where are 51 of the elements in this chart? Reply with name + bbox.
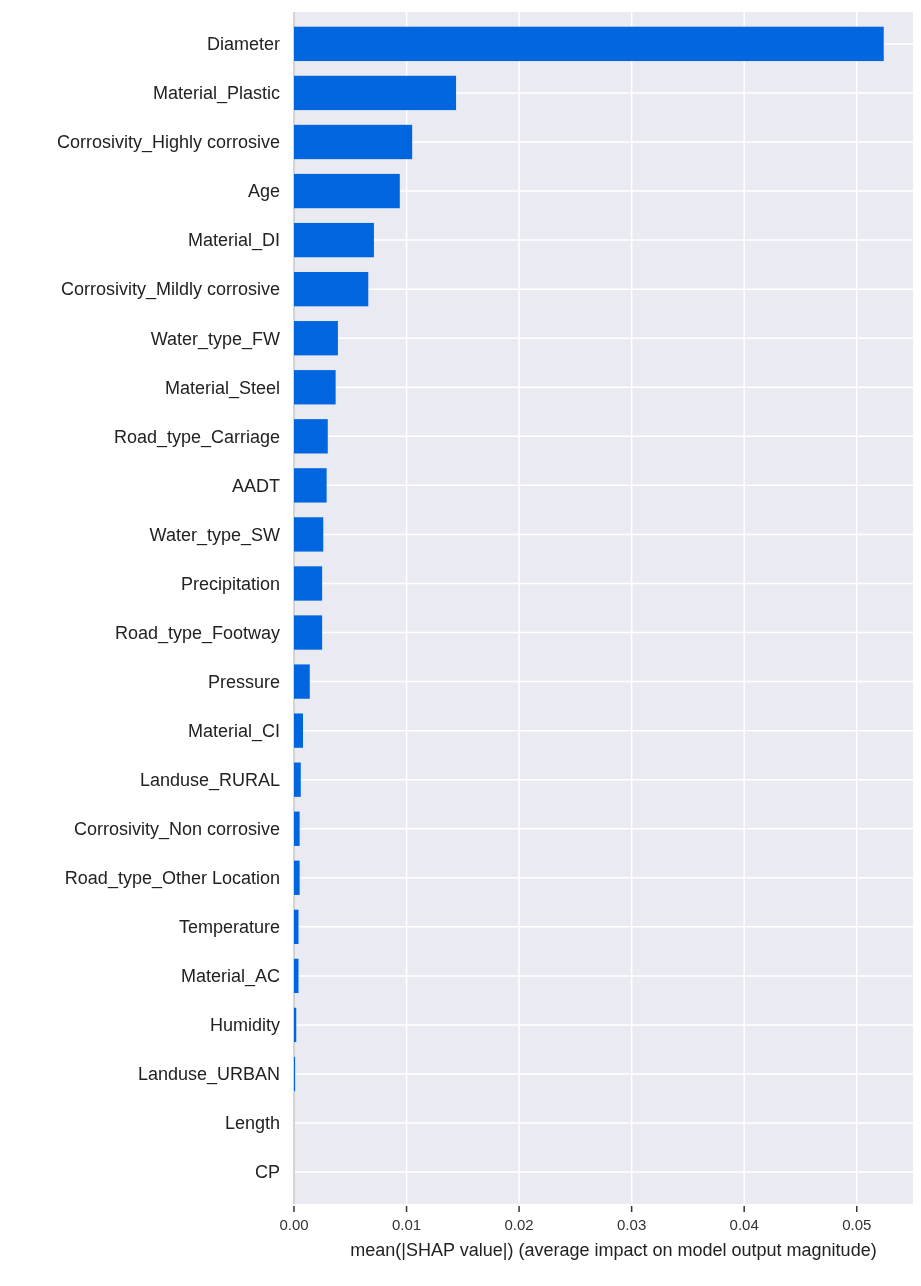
bar (294, 271, 369, 307)
bar (294, 173, 400, 209)
y-tick-label: Road_type_Footway (114, 622, 280, 644)
bar (294, 615, 323, 650)
bar (294, 468, 327, 503)
y-tick-label: Landuse_RURAL (139, 769, 280, 791)
bar (294, 566, 323, 601)
y-tick-label: Road_type_Carriage (113, 426, 280, 448)
bar (294, 517, 324, 552)
x-tick-label: 0.02 (504, 1216, 534, 1233)
y-tick-label: Material_Plastic (152, 83, 280, 105)
bar (294, 124, 413, 160)
y-tick-label: Precipitation (180, 573, 280, 594)
y-tick-label: Material_Steel (164, 377, 280, 399)
bar (294, 321, 338, 356)
y-tick-label: Corrosivity_Mildly corrosive (60, 279, 280, 301)
bar (294, 860, 300, 895)
y-tick-label: Length (224, 1113, 280, 1134)
bar (294, 26, 884, 62)
bar (294, 75, 457, 111)
y-tick-label: CP (254, 1162, 280, 1183)
y-tick-label: Diameter (206, 34, 280, 55)
y-tick-label: Humidity (209, 1015, 280, 1036)
y-tick-label: Pressure (207, 671, 280, 692)
y-tick-label: Temperature (178, 917, 280, 938)
x-tick-label: 0.05 (842, 1216, 872, 1233)
bar (294, 762, 301, 797)
y-tick-label: Corrosivity_Highly corrosive (56, 132, 280, 154)
y-tick-label: Road_type_Other Location (64, 868, 280, 890)
bar (294, 664, 310, 699)
bar (294, 419, 328, 454)
y-tick-label: Material_AC (180, 966, 280, 988)
y-tick-label: AADT (231, 475, 280, 496)
bar (294, 370, 336, 405)
bar (294, 713, 303, 748)
x-tick-label: 0.04 (729, 1216, 759, 1233)
y-tick-label: Material_CI (187, 720, 280, 742)
x-tick-label: 0.01 (391, 1216, 422, 1233)
bar (294, 222, 374, 258)
y-tick-label: Corrosivity_Non corrosive (73, 819, 280, 841)
x-tick-label: 0.03 (617, 1216, 647, 1233)
bar (294, 958, 299, 994)
y-tick-label: Water_type_SW (149, 524, 280, 546)
x-axis-title: mean(|SHAP value|) (average impact on model output magnitude) (350, 1240, 877, 1260)
y-tick-label: Material_DI (187, 230, 280, 252)
y-tick-label: Age (247, 181, 280, 202)
y-tick-label: Water_type_FW (150, 328, 280, 350)
x-tick-label: 0.00 (279, 1216, 309, 1233)
bar (294, 811, 300, 846)
bar (294, 909, 299, 945)
y-tick-label: Landuse_URBAN (137, 1064, 280, 1086)
